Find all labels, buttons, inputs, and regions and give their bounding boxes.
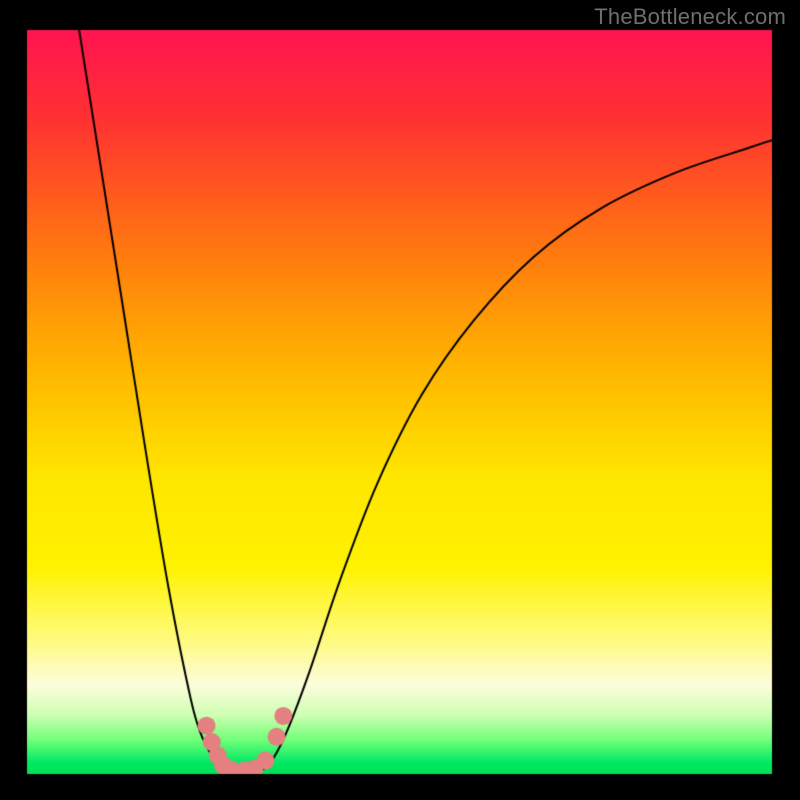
- figure-root: TheBottleneck.com: [0, 0, 800, 800]
- bottleneck-chart-canvas: [0, 0, 800, 800]
- watermark-text: TheBottleneck.com: [594, 4, 786, 30]
